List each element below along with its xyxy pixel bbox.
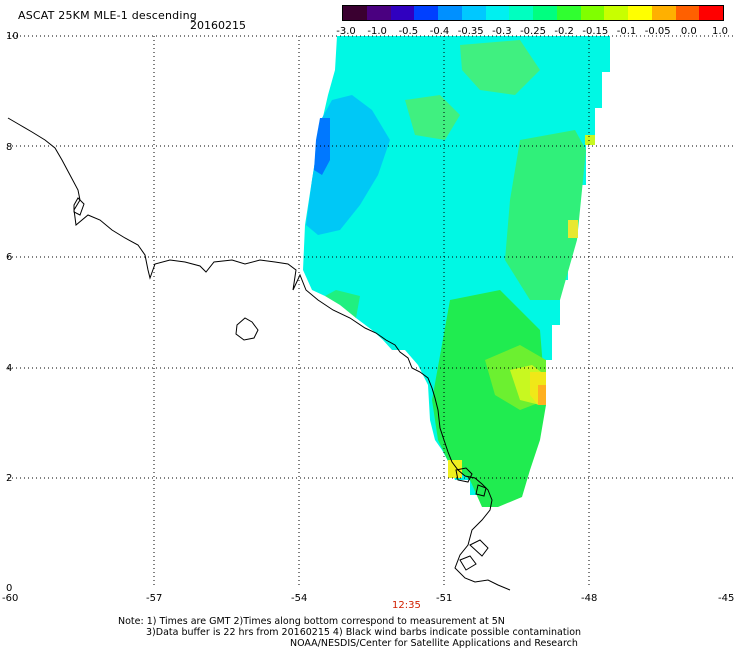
- colorbar-label: -1.0: [367, 26, 387, 37]
- colorbar-segment: [390, 6, 415, 20]
- lon-label: -51: [436, 593, 452, 604]
- lat-label: 8: [6, 142, 12, 153]
- lat-label: 10: [6, 31, 19, 42]
- coastline: [7, 117, 511, 591]
- colorbar-label: -3.0: [336, 26, 356, 37]
- colorbar-label: -0.25: [520, 26, 546, 37]
- colorbar-label: 0.0: [680, 26, 697, 37]
- lon-label: -60: [2, 593, 18, 604]
- colorbar-segment: [438, 6, 462, 20]
- time-label: 12:35: [392, 600, 421, 611]
- colorbar-label: -0.3: [492, 26, 512, 37]
- colorbar-label: -0.5: [398, 26, 419, 37]
- colorbar-segment: [651, 6, 676, 20]
- colorbar-label: -0.1: [616, 26, 637, 37]
- map-date: 20160215: [190, 19, 246, 32]
- footer-note-2: 3)Data buffer is 22 hrs from 20160215 4)…: [146, 627, 582, 638]
- lat-labels: 10 8 6 4 2 0: [6, 31, 19, 594]
- lon-label: -54: [291, 593, 307, 604]
- colorbar-segment: [675, 6, 700, 20]
- lat-label: 4: [6, 363, 12, 374]
- colorbar: [342, 5, 724, 21]
- colorbar-segment: [461, 6, 486, 20]
- colorbar-segment: [580, 6, 605, 20]
- colorbar-label: -0.15: [582, 26, 609, 37]
- colorbar-segment: [509, 6, 533, 20]
- colorbar-segment: [533, 6, 557, 20]
- lon-label: -45: [718, 593, 734, 604]
- lat-lon-grid: [8, 35, 734, 588]
- colorbar-segment: [366, 6, 391, 20]
- colorbar-segment: [628, 6, 652, 20]
- footer-credit: NOAA/NESDIS/Center for Satellite Applica…: [290, 638, 578, 649]
- lat-label: 0: [6, 583, 12, 594]
- lon-labels: -60 -57 -54 -51 -48 -45: [2, 593, 734, 604]
- footer-note-1: Note: 1) Times are GMT 2)Times along bot…: [118, 616, 505, 627]
- colorbar-segment: [699, 6, 723, 20]
- colorbar-segment: [414, 6, 438, 20]
- colorbar-label: -0.4: [429, 26, 450, 37]
- ascat-swath: [303, 36, 610, 507]
- colorbar-label: -0.35: [457, 26, 484, 37]
- colorbar-segment: [343, 6, 367, 20]
- map-title: ASCAT 25KM MLE-1 descending: [18, 9, 197, 22]
- lat-label: 6: [6, 252, 12, 263]
- lat-label: 2: [6, 473, 12, 484]
- colorbar-label: -0.2: [554, 26, 574, 37]
- colorbar-label: 1.0: [712, 26, 728, 37]
- colorbar-segment: [556, 6, 581, 20]
- colorbar-label: -0.05: [644, 26, 671, 37]
- colorbar-segment: [485, 6, 510, 20]
- lon-label: -48: [581, 593, 597, 604]
- colorbar-segment: [604, 6, 628, 20]
- lon-label: -57: [146, 593, 162, 604]
